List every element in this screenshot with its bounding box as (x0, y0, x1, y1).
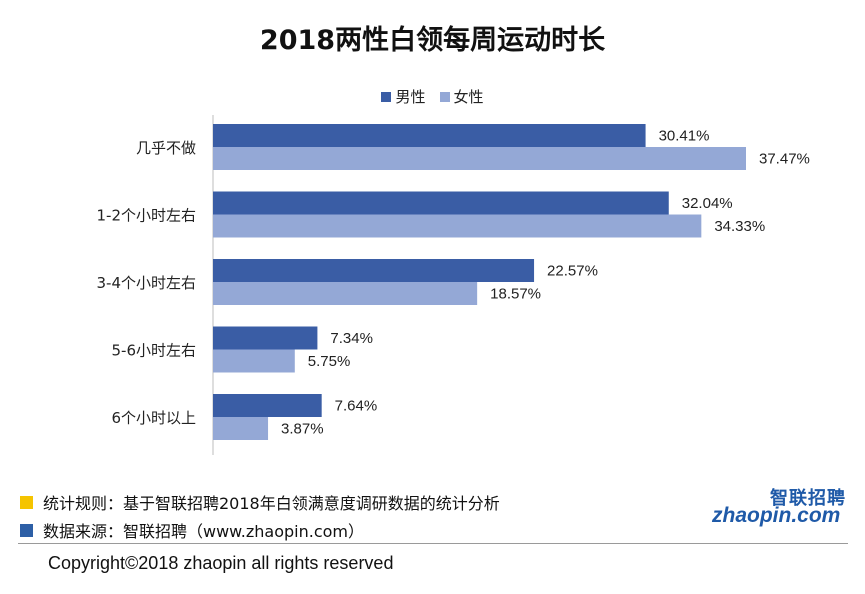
bar-female (213, 417, 269, 440)
bar-female (213, 214, 702, 238)
note-rule-marker (20, 495, 33, 509)
data-label: 7.34% (330, 330, 373, 347)
bar-female (213, 282, 478, 305)
bar-male (213, 259, 535, 282)
bar-male (213, 124, 646, 147)
data-label: 34.33% (714, 218, 765, 235)
logo-cn-text: 智联招聘 (770, 488, 846, 509)
note-rule-text: 统计规则：基于智联招聘2018年白领满意度调研数据的统计分析 (43, 494, 500, 513)
bar-male (213, 191, 669, 215)
data-label: 30.41% (659, 128, 710, 145)
bar-male (213, 394, 322, 417)
copyright-text: Copyright©2018 zhaopin all rights reserv… (48, 553, 394, 573)
data-label: 32.04% (682, 195, 733, 212)
category-label: 1-2个小时左右 (96, 207, 196, 225)
note-source-text: 数据来源：智联招聘（www.zhaopin.com） (43, 522, 365, 541)
legend-swatch-female (439, 91, 450, 102)
bar-female (213, 147, 746, 170)
category-label: 3-4个小时左右 (96, 274, 196, 292)
bar-chart: 几乎不做 30.41% 37.47% 1-2个小时左右 32.04% 34.33% 3-4个… (96, 115, 810, 455)
data-label: 7.64% (335, 398, 378, 415)
bar-male (213, 326, 318, 350)
bar-female (213, 349, 295, 373)
data-label: 3.87% (281, 421, 324, 438)
data-label: 18.57% (490, 286, 541, 303)
footer-divider (18, 543, 848, 544)
data-label: 37.47% (759, 151, 810, 168)
note-rule: 统计规则：基于智联招聘2018年白领满意度调研数据的统计分析 (20, 490, 500, 514)
data-label: 22.57% (547, 263, 598, 280)
note-source-marker (20, 523, 33, 537)
legend-item-male: 男性 (381, 86, 426, 107)
category-label: 几乎不做 (136, 139, 196, 157)
legend-label-female: 女性 (453, 88, 484, 106)
logo-en-text: zhaopin.com (712, 504, 841, 527)
legend-swatch-male (381, 91, 392, 102)
category-label: 6个小时以上 (111, 409, 196, 427)
legend: 男性 女性 (0, 86, 865, 107)
data-label: 5.75% (308, 353, 351, 370)
legend-item-female: 女性 (439, 86, 484, 107)
zhaopin-logo: 智联招聘 zhaopin.com (712, 484, 852, 528)
category-label: 5-6小时左右 (112, 342, 197, 360)
legend-label-male: 男性 (395, 88, 426, 106)
chart-title: 2018两性白领每周运动时长 (259, 25, 606, 56)
note-source: 数据来源：智联招聘（www.zhaopin.com） (20, 518, 364, 542)
